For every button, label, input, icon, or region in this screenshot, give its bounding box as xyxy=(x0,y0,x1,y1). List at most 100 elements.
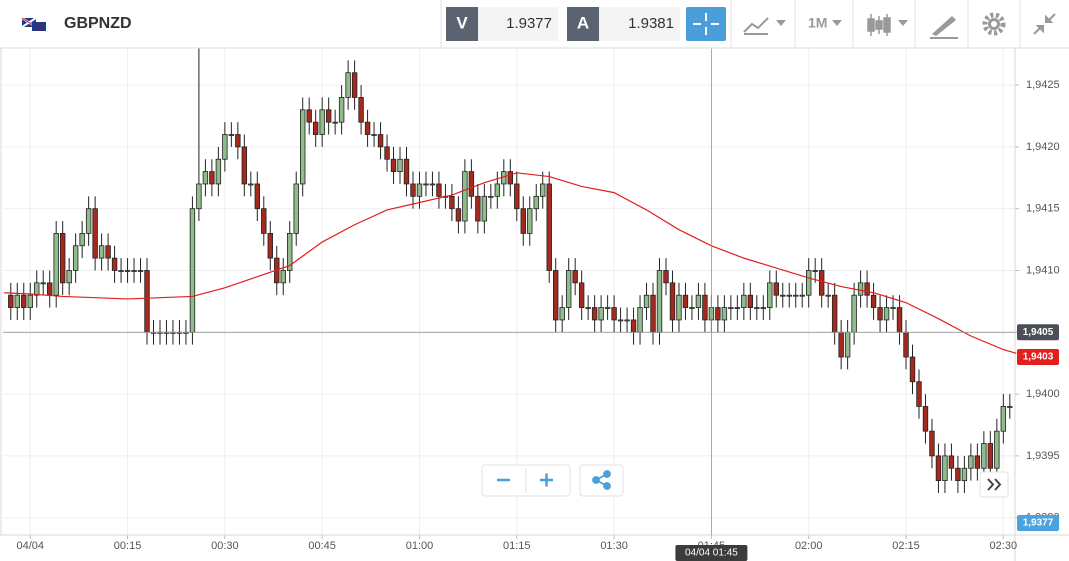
candle-body xyxy=(494,183,501,197)
candle-body xyxy=(462,171,468,222)
candle-body xyxy=(429,183,436,186)
candle-body xyxy=(974,455,981,469)
candle-body xyxy=(559,307,565,321)
candle-body xyxy=(390,158,397,173)
candle-body xyxy=(721,307,728,321)
candle-body xyxy=(922,406,929,432)
settings-button[interactable] xyxy=(982,12,1006,36)
candle-body xyxy=(565,270,572,308)
candle-body xyxy=(741,294,747,308)
candle-body xyxy=(786,294,792,297)
candle-body xyxy=(527,208,533,234)
y-tick-label: 1,9400 xyxy=(1026,388,1060,400)
candle-body xyxy=(676,294,682,321)
candle-body xyxy=(598,307,604,321)
candle-body xyxy=(520,208,526,234)
candle-body xyxy=(857,282,864,296)
candle-body xyxy=(604,307,611,309)
dropdown-arrow xyxy=(832,20,842,26)
crosshair-button[interactable] xyxy=(686,7,726,41)
symbol: GBPNZD xyxy=(64,15,132,32)
candle-body xyxy=(8,294,14,308)
x-tick-label: 01:30 xyxy=(600,540,628,552)
candle-body xyxy=(695,294,702,308)
crosshair-time-badge xyxy=(675,545,748,561)
candle-body xyxy=(98,245,105,259)
candle-body xyxy=(942,455,948,482)
candle-body xyxy=(481,195,488,222)
candle-body xyxy=(79,233,85,247)
timeframe[interactable]: 1M xyxy=(808,15,827,31)
sell-button[interactable] xyxy=(446,7,478,41)
candle-body xyxy=(909,356,916,383)
candle-body xyxy=(806,270,812,296)
share-icon xyxy=(592,470,611,490)
candle-body xyxy=(423,183,429,186)
candle-body xyxy=(131,270,137,272)
candle-body xyxy=(643,294,650,308)
candle-body xyxy=(144,270,150,333)
candle-body xyxy=(118,270,124,272)
candle-body xyxy=(92,208,98,259)
candle-body xyxy=(280,270,286,284)
candle-body xyxy=(825,294,831,297)
x-tick-label: 01:00 xyxy=(406,540,434,552)
candle-type-button[interactable] xyxy=(867,14,908,36)
candle-body xyxy=(533,195,539,210)
candle-body xyxy=(364,121,371,135)
candle-body xyxy=(202,171,209,185)
candle-body xyxy=(66,270,72,284)
zoom-in[interactable] xyxy=(540,473,553,487)
candle-body xyxy=(248,183,254,186)
candle-body xyxy=(228,134,235,136)
x-tick-label: 00:45 xyxy=(308,540,336,552)
share-button[interactable] xyxy=(579,464,624,497)
candle-body xyxy=(890,307,896,309)
draw-tool-button[interactable] xyxy=(930,16,958,39)
candle-body xyxy=(338,97,345,123)
crosshair-price-label: 1,9405 xyxy=(1023,327,1054,338)
candle-body xyxy=(53,233,59,296)
candle-body xyxy=(572,270,578,284)
sell-label: V xyxy=(456,13,468,32)
candle-body xyxy=(767,282,773,308)
candle-body xyxy=(754,307,760,309)
candle-body xyxy=(812,270,818,272)
candle-body xyxy=(105,245,111,259)
candle-body xyxy=(371,134,377,136)
crosshair-time-label: 04/04 01:45 xyxy=(685,548,738,559)
buy-price-box[interactable] xyxy=(599,7,680,41)
candle-body xyxy=(358,97,364,123)
x-tick-label: 02:00 xyxy=(795,540,823,552)
sell-price-box[interactable] xyxy=(478,7,558,41)
candle-body xyxy=(617,319,624,322)
candle-body xyxy=(870,294,877,308)
ma-price-badge xyxy=(1017,349,1059,366)
candle-body xyxy=(254,183,260,210)
candle-body xyxy=(397,158,403,173)
candle-body xyxy=(903,331,909,358)
x-tick-label: 04/04 xyxy=(16,540,44,552)
x-tick-label: 02:15 xyxy=(892,540,920,552)
x-tick-label: 01:15 xyxy=(503,540,531,552)
candle-body xyxy=(780,294,786,297)
y-tick-label: 1,9395 xyxy=(1026,450,1060,462)
candle-body xyxy=(637,307,643,333)
buy-button[interactable] xyxy=(567,7,599,41)
candle-body xyxy=(734,307,741,309)
collapse-button[interactable] xyxy=(1033,13,1056,35)
candle-body xyxy=(377,134,384,148)
candle-body xyxy=(844,331,851,358)
candle-body xyxy=(747,294,754,308)
candle-body xyxy=(818,270,825,296)
candle-body xyxy=(916,381,922,407)
candle-body xyxy=(955,467,961,482)
crosshair-price-badge xyxy=(1017,324,1059,341)
y-tick-label: 1,9415 xyxy=(1026,203,1060,215)
candle-body xyxy=(455,208,462,222)
candle-body xyxy=(702,294,708,321)
chart-type-button[interactable] xyxy=(743,17,786,35)
candle-body xyxy=(300,109,306,185)
ma-price-label: 1,9403 xyxy=(1023,352,1054,363)
candle-body xyxy=(209,171,215,185)
